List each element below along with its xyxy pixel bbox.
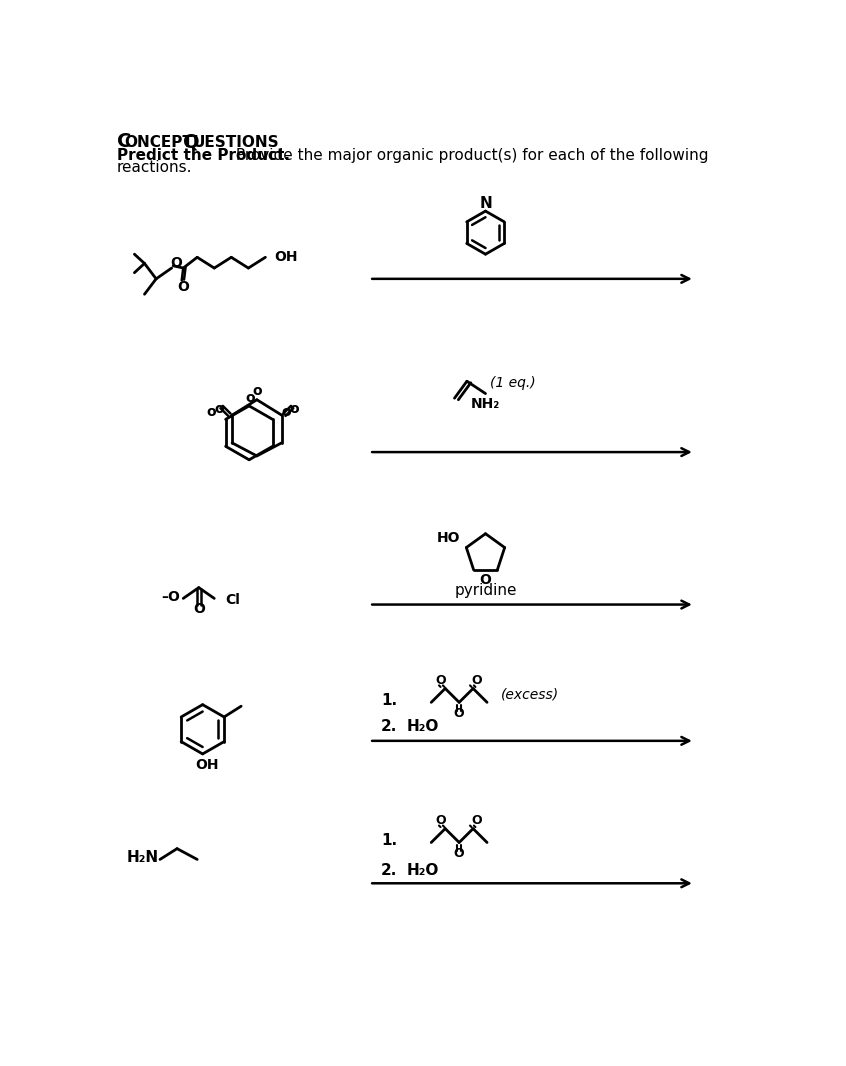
Text: O: O [471, 675, 481, 688]
Text: o: o [282, 405, 291, 419]
Text: OH: OH [195, 758, 218, 772]
Text: O: O [178, 279, 190, 293]
Text: H₂O: H₂O [406, 862, 439, 877]
Text: O: O [435, 675, 446, 688]
Text: o: o [252, 384, 261, 399]
Text: o: o [207, 405, 217, 419]
Text: o: o [215, 402, 224, 416]
Text: O: O [193, 602, 205, 616]
Text: NH₂: NH₂ [471, 398, 500, 411]
Text: O: O [170, 257, 182, 271]
Text: O: O [453, 707, 464, 720]
Text: C: C [117, 132, 131, 151]
Text: O: O [480, 572, 492, 587]
Text: Cl: Cl [225, 593, 240, 607]
Text: ONCEPT: ONCEPT [124, 135, 193, 150]
Text: 1.: 1. [381, 834, 397, 849]
Text: 2.: 2. [381, 720, 398, 734]
Text: HO: HO [437, 531, 460, 546]
Text: –O: –O [162, 589, 180, 603]
Text: H₂N: H₂N [126, 851, 158, 866]
Text: 2.: 2. [381, 862, 398, 877]
Text: (excess): (excess) [501, 688, 559, 701]
Text: 1.: 1. [381, 693, 397, 708]
Text: O: O [435, 814, 446, 827]
Text: Predict the Product.: Predict the Product. [117, 148, 289, 163]
Text: O: O [471, 814, 481, 827]
Text: N: N [479, 196, 492, 211]
Text: O: O [453, 846, 464, 860]
Text: Q: Q [184, 132, 200, 151]
Text: pyridine: pyridine [454, 583, 517, 598]
Text: (1 eq.): (1 eq.) [490, 376, 536, 390]
Text: OH: OH [275, 251, 298, 264]
Text: o: o [289, 402, 299, 416]
Text: reactions.: reactions. [117, 160, 192, 175]
Text: UESTIONS: UESTIONS [193, 135, 279, 150]
Text: H₂O: H₂O [406, 720, 439, 734]
Text: o: o [246, 391, 255, 405]
Text: Provide the major organic product(s) for each of the following: Provide the major organic product(s) for… [231, 148, 709, 163]
